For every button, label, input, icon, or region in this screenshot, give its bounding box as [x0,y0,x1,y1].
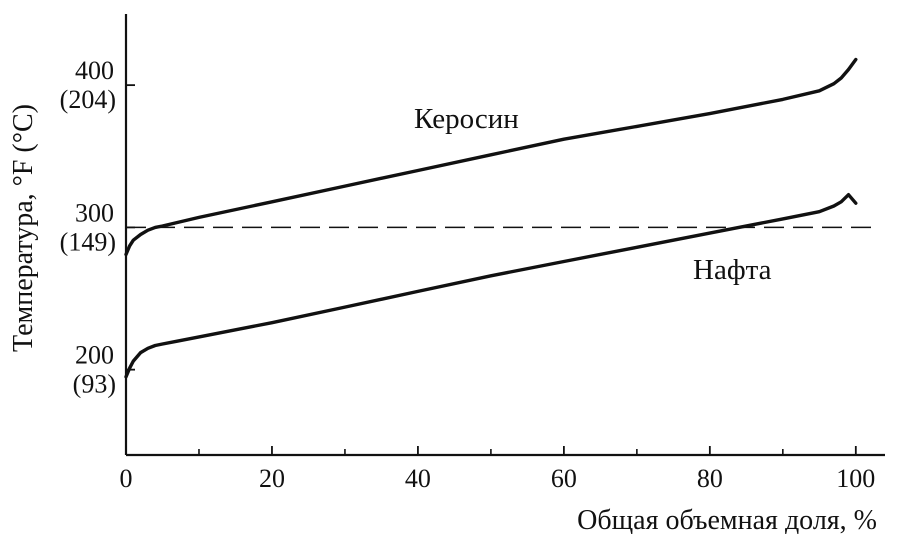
series-label-kerosene: Керосин [414,103,519,135]
y-tick-label: 300 [75,198,114,227]
series-label-naphtha: Нафта [693,254,772,286]
series-line-naphtha [124,193,858,379]
series-group [124,57,858,379]
y-tick-sublabel: (149) [60,227,116,256]
axes [124,14,885,457]
ticks [125,84,857,455]
series-line-kerosene [124,57,858,257]
x-tick-label: 40 [405,464,431,493]
x-tick-label: 0 [120,464,133,493]
x-tick-label: 20 [259,464,285,493]
labels: 0 20 40 60 80 100 400(204) 300(149) 200(93) [60,56,876,493]
y-tick-label: 400 [75,56,114,85]
y-tick-sublabel: (93) [73,370,116,399]
y-tick-label: 200 [75,341,114,370]
y-tick-sublabel: (204) [60,85,116,114]
y-axis-title: Температура, °F (°C) [8,104,39,352]
x-tick-label: 80 [697,464,723,493]
x-tick-label: 100 [836,464,875,493]
x-axis-title: Общая объемная доля, % [577,505,877,534]
x-tick-label: 60 [551,464,577,493]
